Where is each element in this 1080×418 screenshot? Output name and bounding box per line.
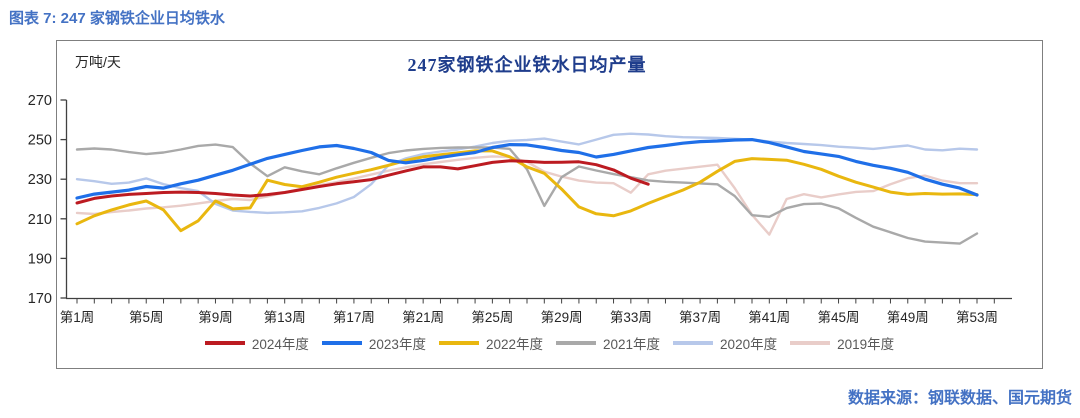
series-line-2022 [75, 149, 979, 233]
legend-item-2020: 2020年度 [673, 333, 777, 353]
legend-item-2024: 2024年度 [204, 333, 309, 353]
legend-swatch-2020 [673, 341, 714, 345]
y-tick-label: 230 [28, 172, 52, 188]
legend-item-2022: 2022年度 [438, 333, 543, 353]
legend-label-2024: 2024年度 [251, 337, 309, 352]
x-tick-label: 第49周 [887, 309, 929, 325]
legend-item-2021: 2021年度 [556, 333, 660, 353]
x-tick-label: 第37周 [679, 309, 721, 325]
legend-swatch-2024 [204, 341, 245, 345]
y-axis-unit-label: 万吨/天 [75, 54, 121, 70]
legend-swatch-2021 [556, 341, 596, 345]
figure-caption: 图表 7: 247 家钢铁企业日均铁水 [9, 10, 225, 27]
x-tick-label: 第45周 [818, 309, 860, 325]
x-tick-label: 第9周 [198, 309, 233, 325]
legend-label-2023: 2023年度 [368, 337, 426, 352]
legend-swatch-2022 [438, 341, 479, 345]
legend-label-2021: 2021年度 [603, 337, 661, 352]
y-tick-label: 270 [28, 93, 52, 109]
legend-item-2023: 2023年度 [321, 333, 426, 353]
series-line-2023 [75, 138, 979, 200]
x-tick-label: 第41周 [748, 309, 790, 325]
y-tick-label: 210 [28, 212, 52, 228]
x-tick-label: 第17周 [333, 309, 375, 325]
x-tick-label: 第1周 [60, 309, 95, 325]
x-tick-label: 第25周 [471, 309, 513, 325]
legend-swatch-2019 [790, 341, 831, 345]
legend-swatch-2023 [321, 341, 362, 345]
y-tick-label: 250 [28, 133, 52, 149]
series-line-2020 [75, 132, 979, 215]
chart-title: 247家钢铁企业铁水日均产量 [407, 55, 647, 75]
data-source-note: 数据来源：钢联数据、国元期货 [847, 390, 1072, 407]
x-tick-label: 第5周 [129, 309, 164, 325]
legend-label-2019: 2019年度 [837, 337, 895, 352]
legend-label-2020: 2020年度 [720, 337, 778, 352]
legend: 2024年度 2023年度 2022年度 2021年度 2020年度 2019年度 [56, 333, 1043, 353]
series-line-2024 [75, 159, 650, 205]
y-tick-label: 190 [28, 251, 52, 267]
x-tick-label: 第13周 [264, 309, 306, 325]
legend-label-2022: 2022年度 [485, 337, 543, 352]
x-tick-label: 第53周 [956, 309, 998, 325]
x-tick-label: 第29周 [541, 309, 583, 325]
x-tick-label: 第33周 [610, 309, 652, 325]
series-line-2021 [75, 143, 979, 245]
x-tick-label: 第21周 [402, 309, 444, 325]
y-tick-label: 170 [28, 291, 52, 307]
legend-item-2019: 2019年度 [790, 333, 894, 353]
